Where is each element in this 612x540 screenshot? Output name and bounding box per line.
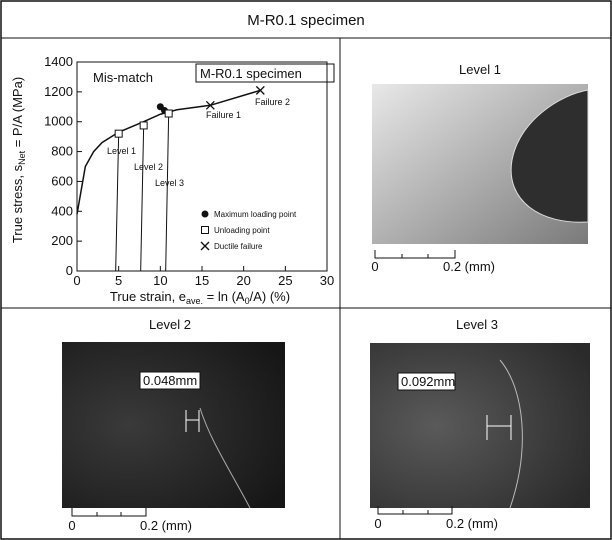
annotation: Level 3 — [155, 178, 184, 188]
y-tick-label: 800 — [51, 144, 73, 159]
label-part: ave. — [186, 296, 203, 306]
y-tick-label: 1400 — [44, 54, 73, 69]
label-part: = P/A (MPa) — [10, 77, 25, 151]
x-tick-label: 10 — [153, 273, 167, 288]
figure: M-R0.1 specimen Level 1 0 0.2 (mm) Level… — [0, 0, 612, 540]
annotation: Mis-match — [93, 70, 153, 85]
y-tick-label: 1200 — [44, 84, 73, 99]
legend-label: Maximum loading point — [214, 210, 297, 219]
legend-label: Unloading point — [214, 226, 270, 235]
marker-circle — [202, 211, 209, 218]
measure-label: 0.092mm — [401, 374, 455, 389]
unloading-line — [166, 114, 169, 271]
label-part: True stress, s — [10, 164, 25, 243]
marker-square — [202, 227, 209, 234]
stress-strain-curve — [77, 90, 260, 214]
measure-label: 0.048mm — [143, 373, 197, 388]
x-tick-label: 5 — [115, 273, 122, 288]
y-tick-label: 400 — [51, 203, 73, 218]
scale-label: 0.2 (mm) — [140, 518, 192, 533]
scale-label: 0 — [374, 516, 381, 531]
marker-square — [115, 130, 122, 137]
annotation: M-R0.1 specimen — [200, 66, 302, 81]
scale-bar — [375, 250, 455, 258]
y-tick-label: 1000 — [44, 114, 73, 129]
panel-title: Level 3 — [456, 317, 498, 332]
x-tick-label: 0 — [73, 273, 80, 288]
marker-cross — [256, 86, 264, 94]
scale-bar — [72, 508, 146, 516]
label-part: = ln (A — [203, 289, 245, 304]
label-part: True strain, e — [110, 289, 186, 304]
scale-label: 0.2 (mm) — [443, 259, 495, 274]
panel-title: Level 2 — [149, 317, 191, 332]
plot-area — [77, 62, 327, 271]
scale-label: 0.2 (mm) — [446, 516, 498, 531]
marker-square — [140, 122, 147, 129]
x-tick-label: 30 — [320, 273, 334, 288]
scale-label: 0 — [68, 518, 75, 533]
scale-label: 0 — [371, 259, 378, 274]
marker-cross — [201, 242, 209, 250]
figure-title: M-R0.1 specimen — [247, 12, 365, 29]
unloading-line — [141, 125, 144, 271]
y-tick-label: 0 — [66, 263, 73, 278]
annotation: Failure 2 — [255, 97, 290, 107]
y-tick-label: 200 — [51, 233, 73, 248]
y-tick-label: 600 — [51, 173, 73, 188]
micrograph — [62, 342, 285, 508]
legend-label: Ductile failure — [214, 242, 263, 251]
panel-title: Level 1 — [459, 62, 501, 77]
annotation: Level 2 — [134, 162, 163, 172]
annotation: Level 1 — [107, 146, 136, 156]
annotation: Failure 1 — [206, 110, 241, 120]
marker-square — [165, 110, 172, 117]
x-tick-label: 15 — [195, 273, 209, 288]
micrograph — [370, 343, 590, 508]
x-tick-label: 20 — [236, 273, 250, 288]
label-part: Net — [17, 150, 27, 165]
y-axis-label: True stress, sNet = P/A (MPa) — [10, 77, 27, 243]
label-part: /A) (%) — [250, 289, 290, 304]
x-tick-label: 25 — [278, 273, 292, 288]
x-axis-label: True strain, eave. = ln (A0/A) (%) — [110, 289, 290, 306]
chart: True stress, sNet = P/A (MPa) True strai… — [10, 77, 290, 306]
